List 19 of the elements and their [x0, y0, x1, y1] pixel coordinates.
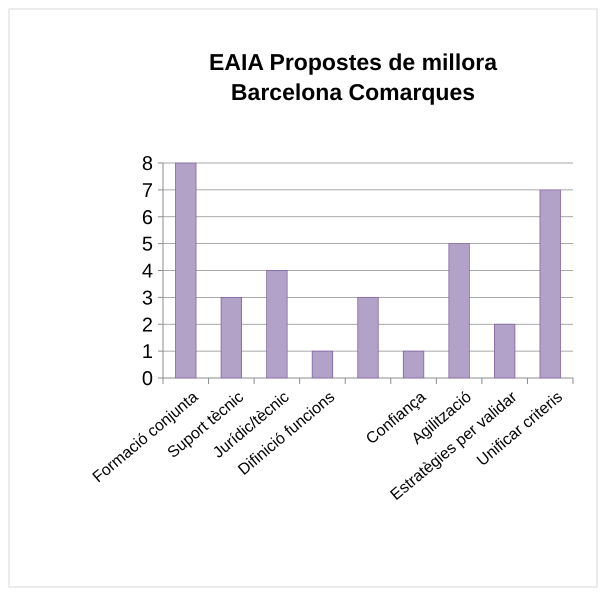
y-tick-label: 6: [142, 206, 153, 229]
y-tick-label: 8: [142, 153, 153, 175]
bar: [266, 270, 288, 378]
y-tick-label: 4: [142, 260, 153, 282]
y-tick-label: 2: [142, 314, 153, 336]
bar: [494, 324, 516, 378]
y-tick-label: 5: [142, 234, 153, 256]
bar: [357, 296, 379, 378]
y-tick-label: 7: [142, 180, 153, 202]
bar: [448, 243, 470, 378]
bar: [175, 162, 196, 378]
bar: [540, 189, 561, 378]
bar: [220, 296, 242, 378]
bar: [312, 350, 334, 378]
chart-title: EAIA Propostes de millora Barcelona Comarques: [209, 49, 498, 105]
y-tick-label: 1: [142, 341, 153, 364]
bar: [402, 350, 424, 378]
y-tick-label: 3: [142, 287, 153, 310]
y-tick-label: 0: [142, 368, 153, 390]
